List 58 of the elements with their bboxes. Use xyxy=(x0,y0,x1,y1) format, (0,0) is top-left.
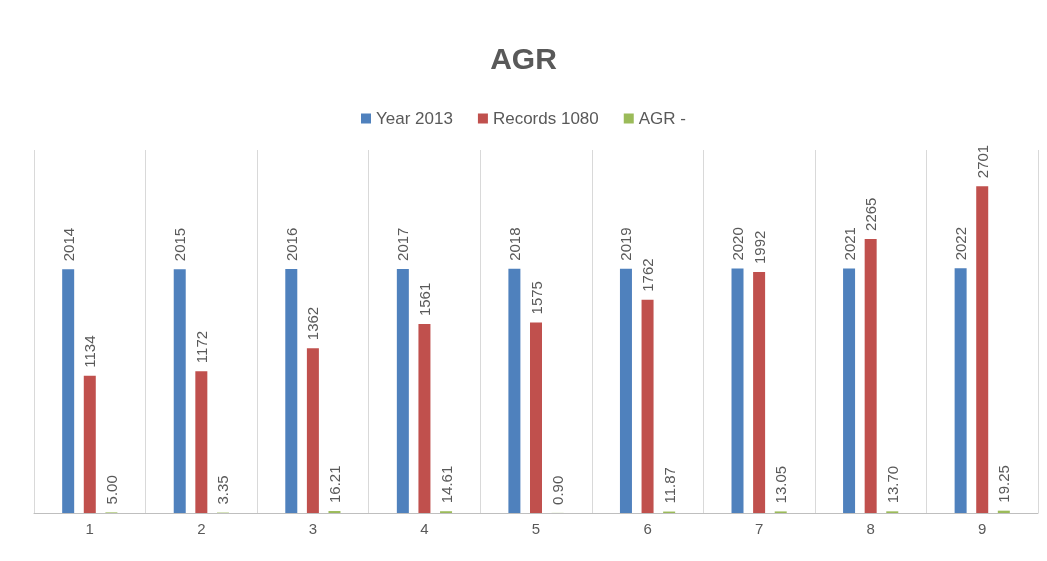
bar xyxy=(954,268,967,513)
legend-label: Records 1080 xyxy=(492,109,599,128)
data-label: 2022 xyxy=(952,226,970,261)
bar xyxy=(508,268,521,513)
bar xyxy=(619,268,632,513)
bar xyxy=(285,269,298,513)
data-label: 2014 xyxy=(59,227,77,262)
x-tick-label: 3 xyxy=(308,520,318,537)
data-label: 2020 xyxy=(729,227,747,261)
data-label: 11.87 xyxy=(660,467,678,504)
x-tick-label: 1 xyxy=(85,520,94,537)
data-label: 1362 xyxy=(304,306,322,341)
bar xyxy=(731,268,744,513)
legend-label: AGR - xyxy=(638,109,686,128)
bar xyxy=(418,324,431,513)
data-label: 2015 xyxy=(171,227,189,262)
data-label: 0.90 xyxy=(549,475,567,505)
data-label: 2019 xyxy=(617,227,635,261)
x-tick-label: 9 xyxy=(978,520,987,537)
chart-title: AGR xyxy=(490,41,558,75)
bar xyxy=(173,269,186,513)
legend-label: Year 2013 xyxy=(376,109,453,128)
bar xyxy=(530,322,542,513)
data-label: 14.61 xyxy=(437,465,455,504)
data-label: 2017 xyxy=(394,227,412,261)
data-label: 16.21 xyxy=(325,465,343,504)
data-label: 1992 xyxy=(750,230,768,264)
bar xyxy=(843,268,856,513)
x-tick-label: 8 xyxy=(866,520,875,537)
data-label: 13.05 xyxy=(772,465,790,504)
data-label: 2018 xyxy=(505,227,523,261)
data-label: 1575 xyxy=(527,281,545,315)
bar xyxy=(195,371,208,513)
x-tick-label: 6 xyxy=(643,520,652,537)
x-tick-label: 7 xyxy=(754,520,764,537)
bar xyxy=(864,238,877,513)
x-tick-label: 2 xyxy=(197,520,206,537)
bar xyxy=(306,348,319,513)
data-label: 1172 xyxy=(192,330,210,364)
data-label: 2701 xyxy=(973,144,991,179)
data-label: 19.25 xyxy=(995,465,1013,503)
bar xyxy=(83,375,96,513)
bar xyxy=(641,299,654,513)
x-tick-label: 5 xyxy=(531,520,541,537)
bar xyxy=(62,269,75,513)
data-label: 13.70 xyxy=(883,465,901,504)
data-label: 1134 xyxy=(81,335,99,368)
data-label: 2021 xyxy=(840,227,858,261)
data-label: 1561 xyxy=(415,282,433,317)
x-tick-label: 4 xyxy=(420,520,429,537)
bar xyxy=(976,186,989,513)
data-label: 1762 xyxy=(639,258,657,292)
bar xyxy=(396,268,409,513)
data-label: 3.35 xyxy=(214,475,232,505)
data-label: 5.00 xyxy=(102,475,120,505)
data-label: 2016 xyxy=(282,227,300,262)
bar xyxy=(753,271,766,513)
data-label: 2265 xyxy=(862,197,880,231)
